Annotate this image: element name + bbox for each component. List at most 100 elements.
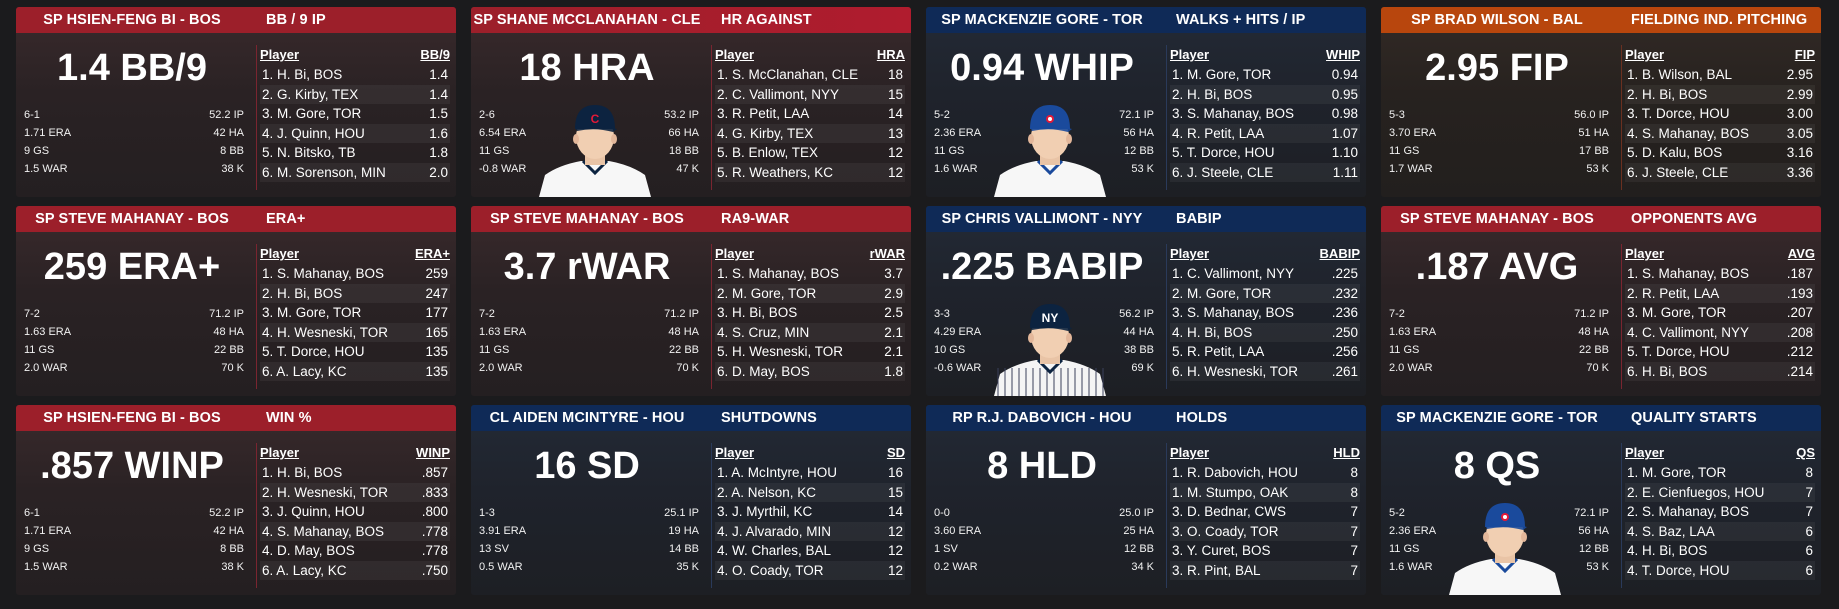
- player-column-header[interactable]: Player: [1170, 47, 1210, 62]
- leaderboard-row[interactable]: 4. H. Bi, BOS 6: [1625, 541, 1815, 561]
- leaderboard-row[interactable]: 1. S. Mahanay, BOS .187: [1625, 264, 1815, 284]
- leaderboard-row[interactable]: 1. H. Bi, BOS 1.4: [260, 65, 450, 85]
- leaderboard-row[interactable]: 4. R. Petit, LAA 1.07: [1170, 123, 1360, 143]
- leaderboard-row[interactable]: 1. M. Gore, TOR 0.94: [1170, 65, 1360, 85]
- leaderboard-row[interactable]: 6. A. Lacy, KC 135: [260, 361, 450, 381]
- leaderboard-row[interactable]: 1. S. Mahanay, BOS 259: [260, 264, 450, 284]
- stat-column-header[interactable]: WINP: [416, 445, 450, 460]
- leaderboard-row[interactable]: 1. M. Gore, TOR 8: [1625, 463, 1815, 483]
- leaderboard-row[interactable]: 3. S. Mahanay, BOS .236: [1170, 303, 1360, 323]
- player-column-header[interactable]: Player: [715, 445, 755, 460]
- featured-pitcher-name[interactable]: RP R.J. DABOVICH - HOU: [952, 410, 1132, 426]
- leaderboard-row[interactable]: 4. T. Dorce, HOU 6: [1625, 560, 1815, 580]
- featured-pitcher-name[interactable]: SP MACKENZIE GORE - TOR: [1396, 410, 1598, 426]
- leaderboard-row[interactable]: 4. S. Cruz, MIN 2.1: [715, 322, 905, 342]
- leaderboard-row[interactable]: 5. R. Weathers, KC 12: [715, 162, 905, 182]
- leaderboard-row[interactable]: 4. C. Vallimont, NYY .208: [1625, 322, 1815, 342]
- leaderboard-row[interactable]: 1. M. Stumpo, OAK 8: [1170, 482, 1360, 502]
- leaderboard-row[interactable]: 4. S. Mahanay, BOS .778: [260, 521, 450, 541]
- leaderboard-row[interactable]: 3. J. Myrthil, KC 14: [715, 502, 905, 522]
- leaderboard-row[interactable]: 2. A. Nelson, KC 15: [715, 482, 905, 502]
- leaderboard-row[interactable]: 5. R. Petit, LAA .256: [1170, 342, 1360, 362]
- leaderboard-row[interactable]: 2. C. Vallimont, NYY 15: [715, 84, 905, 104]
- stat-leader-card[interactable]: SP BRAD WILSON - BAL FIELDING IND. PITCHI…: [1381, 7, 1821, 197]
- leaderboard-row[interactable]: 2. H. Bi, BOS 2.99: [1625, 84, 1815, 104]
- leaderboard-row[interactable]: 3. M. Gore, TOR 177: [260, 303, 450, 323]
- featured-pitcher-name[interactable]: CL AIDEN MCINTYRE - HOU: [489, 410, 685, 426]
- leaderboard-row[interactable]: 6. M. Sorenson, MIN 2.0: [260, 162, 450, 182]
- leaderboard-row[interactable]: 4. W. Charles, BAL 12: [715, 541, 905, 561]
- stat-leader-card[interactable]: SP SHANE MCCLANAHAN - CLE HR AGAINST 18 HR…: [471, 7, 911, 197]
- leaderboard-row[interactable]: 1. S. McClanahan, CLE 18: [715, 65, 905, 85]
- leaderboard-row[interactable]: 6. J. Steele, CLE 3.36: [1625, 162, 1815, 182]
- leaderboard-row[interactable]: 5. T. Dorce, HOU .212: [1625, 342, 1815, 362]
- leaderboard-row[interactable]: 4. J. Alvarado, MIN 12: [715, 521, 905, 541]
- featured-pitcher-name[interactable]: SP STEVE MAHANAY - BOS: [1400, 211, 1594, 227]
- player-column-header[interactable]: Player: [260, 47, 300, 62]
- featured-pitcher-name[interactable]: SP CHRIS VALLIMONT - NYY: [941, 211, 1143, 227]
- leaderboard-row[interactable]: 1. H. Bi, BOS .857: [260, 463, 450, 483]
- stat-column-header[interactable]: ERA+: [414, 246, 450, 261]
- leaderboard-row[interactable]: 4. G. Kirby, TEX 13: [715, 123, 905, 143]
- player-column-header[interactable]: Player: [715, 47, 755, 62]
- leaderboard-row[interactable]: 1. R. Dabovich, HOU 8: [1170, 463, 1360, 483]
- player-column-header[interactable]: Player: [260, 445, 300, 460]
- leaderboard-row[interactable]: 3. R. Petit, LAA 14: [715, 104, 905, 124]
- stat-leader-card[interactable]: RP R.J. DABOVICH - HOU HOLDS 8 HLD 0-0 25.0 …: [926, 405, 1366, 595]
- leaderboard-row[interactable]: 1. S. Mahanay, BOS 3.7: [715, 264, 905, 284]
- stat-column-header[interactable]: rWAR: [869, 246, 905, 261]
- stat-column-header[interactable]: WHIP: [1326, 47, 1360, 62]
- stat-column-header[interactable]: QS: [1796, 445, 1815, 460]
- leaderboard-row[interactable]: 2. E. Cienfuegos, HOU 7: [1625, 482, 1815, 502]
- leaderboard-row[interactable]: 3. J. Quinn, HOU .800: [260, 502, 450, 522]
- leaderboard-row[interactable]: 3. T. Dorce, HOU 3.00: [1625, 104, 1815, 124]
- leaderboard-row[interactable]: 1. C. Vallimont, NYY .225: [1170, 264, 1360, 284]
- stat-column-header[interactable]: BABIP: [1319, 246, 1360, 261]
- stat-column-header[interactable]: FIP: [1794, 47, 1815, 62]
- leaderboard-row[interactable]: 4. H. Wesneski, TOR 165: [260, 322, 450, 342]
- leaderboard-row[interactable]: 5. B. Enlow, TEX 12: [715, 143, 905, 163]
- player-column-header[interactable]: Player: [1170, 246, 1210, 261]
- stat-column-header[interactable]: HRA: [876, 47, 905, 62]
- leaderboard-row[interactable]: 4. D. May, BOS .778: [260, 541, 450, 561]
- stat-leader-card[interactable]: SP MACKENZIE GORE - TOR WALKS + HITS / IP…: [926, 7, 1366, 197]
- leaderboard-row[interactable]: 1. B. Wilson, BAL 2.95: [1625, 65, 1815, 85]
- leaderboard-row[interactable]: 2. H. Bi, BOS 0.95: [1170, 84, 1360, 104]
- player-column-header[interactable]: Player: [1625, 246, 1665, 261]
- stat-column-header[interactable]: AVG: [1787, 246, 1815, 261]
- leaderboard-row[interactable]: 3. M. Gore, TOR .207: [1625, 303, 1815, 323]
- featured-pitcher-name[interactable]: SP STEVE MAHANAY - BOS: [35, 211, 229, 227]
- player-column-header[interactable]: Player: [1625, 445, 1665, 460]
- leaderboard-row[interactable]: 2. S. Mahanay, BOS 7: [1625, 502, 1815, 522]
- leaderboard-row[interactable]: 2. M. Gore, TOR .232: [1170, 283, 1360, 303]
- leaderboard-row[interactable]: 3. S. Mahanay, BOS 0.98: [1170, 104, 1360, 124]
- stat-leader-card[interactable]: SP HSIEN-FENG BI - BOS BB / 9 IP 1.4 BB/9 6…: [16, 7, 456, 197]
- stat-leader-card[interactable]: SP STEVE MAHANAY - BOS ERA+ 259 ERA+ 7-2 71.…: [16, 206, 456, 396]
- stat-column-header[interactable]: SD: [886, 445, 905, 460]
- featured-pitcher-name[interactable]: SP STEVE MAHANAY - BOS: [490, 211, 684, 227]
- leaderboard-row[interactable]: 2. M. Gore, TOR 2.9: [715, 283, 905, 303]
- leaderboard-row[interactable]: 3. H. Bi, BOS 2.5: [715, 303, 905, 323]
- leaderboard-row[interactable]: 3. M. Gore, TOR 1.5: [260, 104, 450, 124]
- leaderboard-row[interactable]: 3. O. Coady, TOR 7: [1170, 521, 1360, 541]
- leaderboard-row[interactable]: 6. H. Bi, BOS .214: [1625, 361, 1815, 381]
- leaderboard-row[interactable]: 6. A. Lacy, KC .750: [260, 560, 450, 580]
- player-column-header[interactable]: Player: [260, 246, 300, 261]
- player-column-header[interactable]: Player: [1170, 445, 1210, 460]
- leaderboard-row[interactable]: 3. Y. Curet, BOS 7: [1170, 541, 1360, 561]
- leaderboard-row[interactable]: 2. G. Kirby, TEX 1.4: [260, 84, 450, 104]
- featured-pitcher-name[interactable]: SP MACKENZIE GORE - TOR: [941, 12, 1143, 28]
- leaderboard-row[interactable]: 5. T. Dorce, HOU 1.10: [1170, 143, 1360, 163]
- featured-pitcher-name[interactable]: SP BRAD WILSON - BAL: [1411, 12, 1583, 28]
- leaderboard-row[interactable]: 4. S. Baz, LAA 6: [1625, 521, 1815, 541]
- stat-leader-card[interactable]: SP MACKENZIE GORE - TOR QUALITY STARTS 8 Q…: [1381, 405, 1821, 595]
- stat-leader-card[interactable]: CL AIDEN MCINTYRE - HOU SHUTDOWNS 16 SD 1-3…: [471, 405, 911, 595]
- leaderboard-row[interactable]: 3. D. Bednar, CWS 7: [1170, 502, 1360, 522]
- player-column-header[interactable]: Player: [715, 246, 755, 261]
- leaderboard-row[interactable]: 6. D. May, BOS 1.8: [715, 361, 905, 381]
- leaderboard-row[interactable]: 4. H. Bi, BOS .250: [1170, 322, 1360, 342]
- leaderboard-row[interactable]: 5. H. Wesneski, TOR 2.1: [715, 342, 905, 362]
- leaderboard-row[interactable]: 2. R. Petit, LAA .193: [1625, 283, 1815, 303]
- stat-leader-card[interactable]: SP HSIEN-FENG BI - BOS WIN % .857 WINP 6-1 5…: [16, 405, 456, 595]
- leaderboard-row[interactable]: 2. H. Bi, BOS 247: [260, 283, 450, 303]
